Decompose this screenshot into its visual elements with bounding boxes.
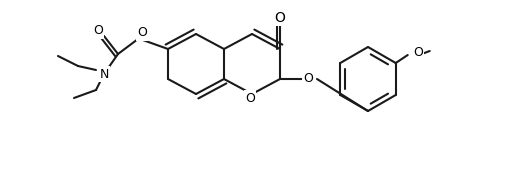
Text: O: O — [137, 27, 147, 40]
Text: O: O — [413, 47, 423, 60]
Text: O: O — [275, 11, 286, 25]
Text: O: O — [245, 92, 255, 105]
Text: O: O — [93, 24, 103, 37]
Text: O: O — [303, 73, 313, 86]
Text: N: N — [99, 68, 109, 81]
